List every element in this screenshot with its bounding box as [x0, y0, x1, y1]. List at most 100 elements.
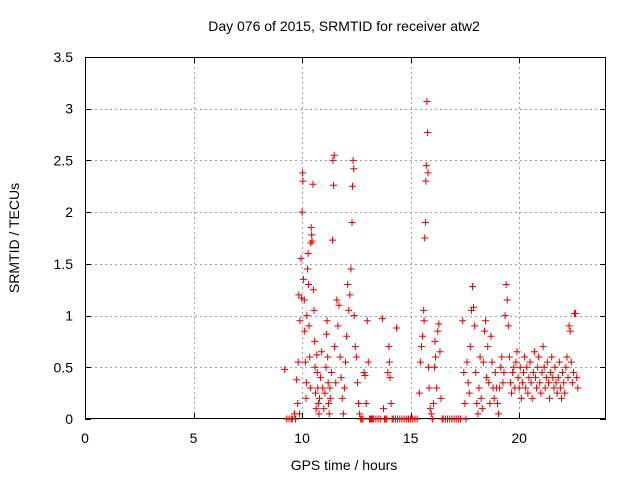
data-point: [309, 180, 317, 188]
data-point: [348, 218, 356, 226]
data-point: [562, 363, 570, 371]
data-point: [550, 384, 558, 392]
data-point: [306, 353, 314, 361]
chart-title: Day 076 of 2015, SRMTID for receiver atw…: [208, 18, 480, 34]
data-point: [315, 410, 323, 418]
data-point: [356, 410, 364, 418]
data-point: [505, 353, 513, 361]
data-point: [473, 399, 481, 407]
data-point: [328, 236, 336, 244]
data-point: [424, 363, 432, 371]
data-points: [281, 97, 582, 423]
data-point: [498, 353, 506, 361]
data-point: [436, 348, 444, 356]
data-point: [320, 405, 328, 413]
data-point: [362, 399, 370, 407]
data-point: [543, 358, 551, 366]
data-point: [350, 165, 358, 173]
data-point: [308, 237, 316, 245]
data-point: [298, 208, 306, 216]
data-point: [491, 368, 499, 376]
y-tick-label: 0: [65, 411, 73, 427]
data-point: [427, 410, 435, 418]
data-point: [534, 363, 542, 371]
data-point: [385, 343, 393, 351]
data-point: [515, 384, 523, 392]
data-point: [326, 394, 334, 402]
data-point: [299, 169, 307, 177]
data-point: [437, 394, 445, 402]
data-point: [574, 384, 582, 392]
data-point: [306, 384, 314, 392]
data-point: [338, 394, 346, 402]
data-point: [546, 394, 554, 402]
data-point: [424, 129, 432, 137]
data-point: [520, 368, 528, 376]
data-point: [426, 405, 434, 413]
data-point: [421, 218, 429, 226]
data-point: [540, 363, 548, 371]
data-point: [429, 399, 437, 407]
data-point: [304, 250, 312, 258]
data-point: [336, 353, 344, 361]
data-point: [572, 310, 580, 318]
data-point: [482, 317, 490, 325]
data-point: [561, 389, 569, 397]
data-point: [567, 358, 575, 366]
data-point: [464, 379, 472, 387]
data-point: [330, 151, 338, 159]
data-point: [335, 301, 343, 309]
data-point: [324, 353, 332, 361]
data-point: [355, 399, 363, 407]
data-point: [434, 327, 442, 335]
data-point: [300, 296, 308, 304]
data-point: [295, 410, 303, 418]
data-point: [319, 384, 327, 392]
data-point: [325, 399, 333, 407]
data-point: [421, 234, 429, 242]
data-point: [305, 322, 313, 330]
data-point: [312, 405, 320, 413]
data-point: [508, 389, 516, 397]
data-point: [527, 379, 535, 387]
y-tick-label: 3: [65, 101, 73, 117]
data-point: [514, 374, 522, 382]
y-tick-label: 2.5: [54, 152, 74, 168]
plot-frame: [85, 57, 606, 419]
data-point: [343, 332, 351, 340]
data-point: [308, 231, 316, 239]
data-point: [554, 374, 562, 382]
data-point: [330, 181, 338, 189]
data-point: [495, 410, 503, 418]
data-point: [296, 317, 304, 325]
data-point: [359, 415, 367, 423]
data-point: [525, 374, 533, 382]
data-point: [502, 281, 510, 289]
data-point: [323, 317, 331, 325]
data-point: [325, 410, 333, 418]
data-point: [349, 156, 357, 164]
data-point: [568, 379, 576, 387]
data-point: [420, 317, 428, 325]
data-point: [530, 348, 538, 356]
data-point: [433, 384, 441, 392]
data-point: [553, 389, 561, 397]
y-tick-label: 1: [65, 308, 73, 324]
data-point: [339, 410, 347, 418]
data-point: [560, 379, 568, 387]
data-point: [297, 255, 305, 263]
data-point: [293, 376, 301, 384]
grid: [85, 57, 606, 419]
x-axis-label: GPS time / hours: [291, 457, 398, 473]
data-point: [424, 169, 432, 177]
data-point: [555, 358, 563, 366]
data-point: [460, 368, 468, 376]
x-tick-label: 5: [190, 430, 198, 446]
data-point: [573, 374, 581, 382]
data-point: [315, 394, 323, 402]
data-point: [539, 343, 547, 351]
data-point: [350, 312, 358, 320]
data-point: [556, 384, 564, 392]
data-point: [542, 374, 550, 382]
data-point: [462, 415, 470, 423]
